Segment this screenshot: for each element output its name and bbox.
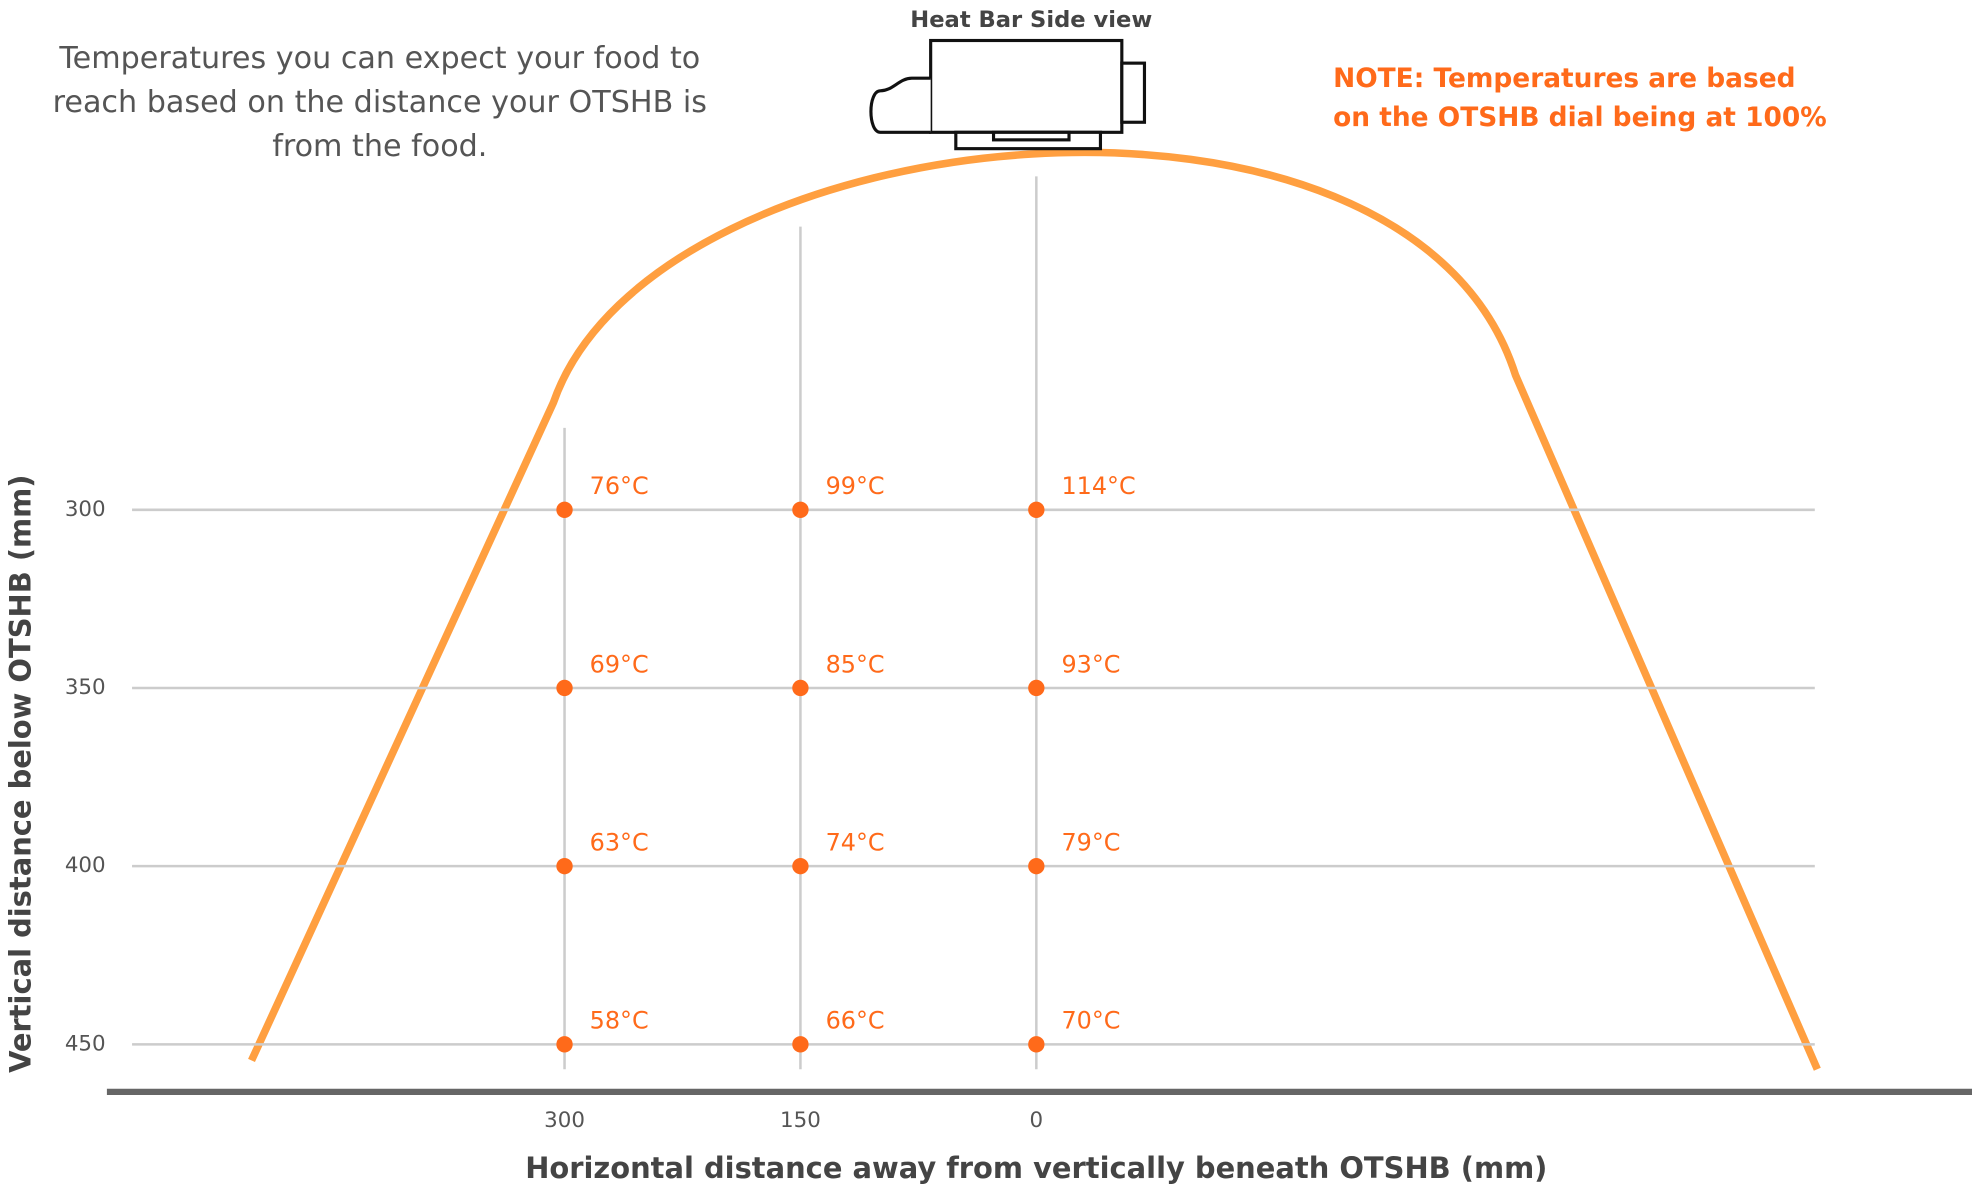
x-tick-label: 300 bbox=[544, 1108, 585, 1133]
y-axis-title: Vertical distance below OTSHB (mm) bbox=[4, 475, 38, 1073]
heater-icon bbox=[869, 38, 1147, 151]
subtitle: reach based on the distance your OTSHB i… bbox=[53, 85, 707, 120]
value-label: 93°C bbox=[1061, 650, 1120, 678]
chart-title: Heat Bar Side view bbox=[910, 7, 1152, 33]
note: NOTE: Temperatures are based bbox=[1333, 63, 1795, 94]
x-tick-label: 0 bbox=[1030, 1108, 1044, 1133]
value-label: 63°C bbox=[590, 829, 649, 857]
point bbox=[556, 679, 573, 697]
point bbox=[1028, 857, 1045, 875]
note: on the OTSHB dial being at 100% bbox=[1333, 102, 1827, 133]
value-label: 76°C bbox=[590, 472, 649, 500]
subtitle: Temperatures you can expect your food to bbox=[58, 41, 700, 76]
point bbox=[1028, 501, 1045, 518]
value-label: 66°C bbox=[826, 1007, 885, 1035]
point bbox=[792, 501, 809, 518]
value-label: 74°C bbox=[826, 829, 885, 857]
subtitle: from the food. bbox=[272, 129, 487, 164]
value-label: 114°C bbox=[1061, 472, 1135, 500]
value-label: 79°C bbox=[1061, 829, 1120, 857]
point bbox=[1028, 679, 1045, 697]
value-label: 99°C bbox=[826, 472, 885, 500]
point bbox=[556, 1036, 573, 1053]
y-tick-label: 300 bbox=[65, 497, 106, 522]
value-label: 70°C bbox=[1061, 1007, 1120, 1035]
x-axis-title: Horizontal distance away from vertically… bbox=[525, 1151, 1547, 1185]
heat-curve bbox=[248, 148, 1821, 1071]
value-label: 69°C bbox=[590, 650, 649, 678]
point bbox=[792, 857, 809, 875]
point bbox=[1028, 1036, 1045, 1053]
y-tick-label: 350 bbox=[65, 675, 106, 700]
point bbox=[556, 857, 573, 875]
point bbox=[792, 1036, 809, 1053]
y-tick-label: 450 bbox=[65, 1031, 106, 1056]
value-label: 85°C bbox=[826, 650, 885, 678]
x-tick-label: 150 bbox=[780, 1108, 821, 1133]
value-label: 58°C bbox=[590, 1007, 649, 1035]
point bbox=[556, 501, 573, 518]
y-tick-label: 400 bbox=[65, 853, 106, 878]
point bbox=[792, 679, 809, 697]
